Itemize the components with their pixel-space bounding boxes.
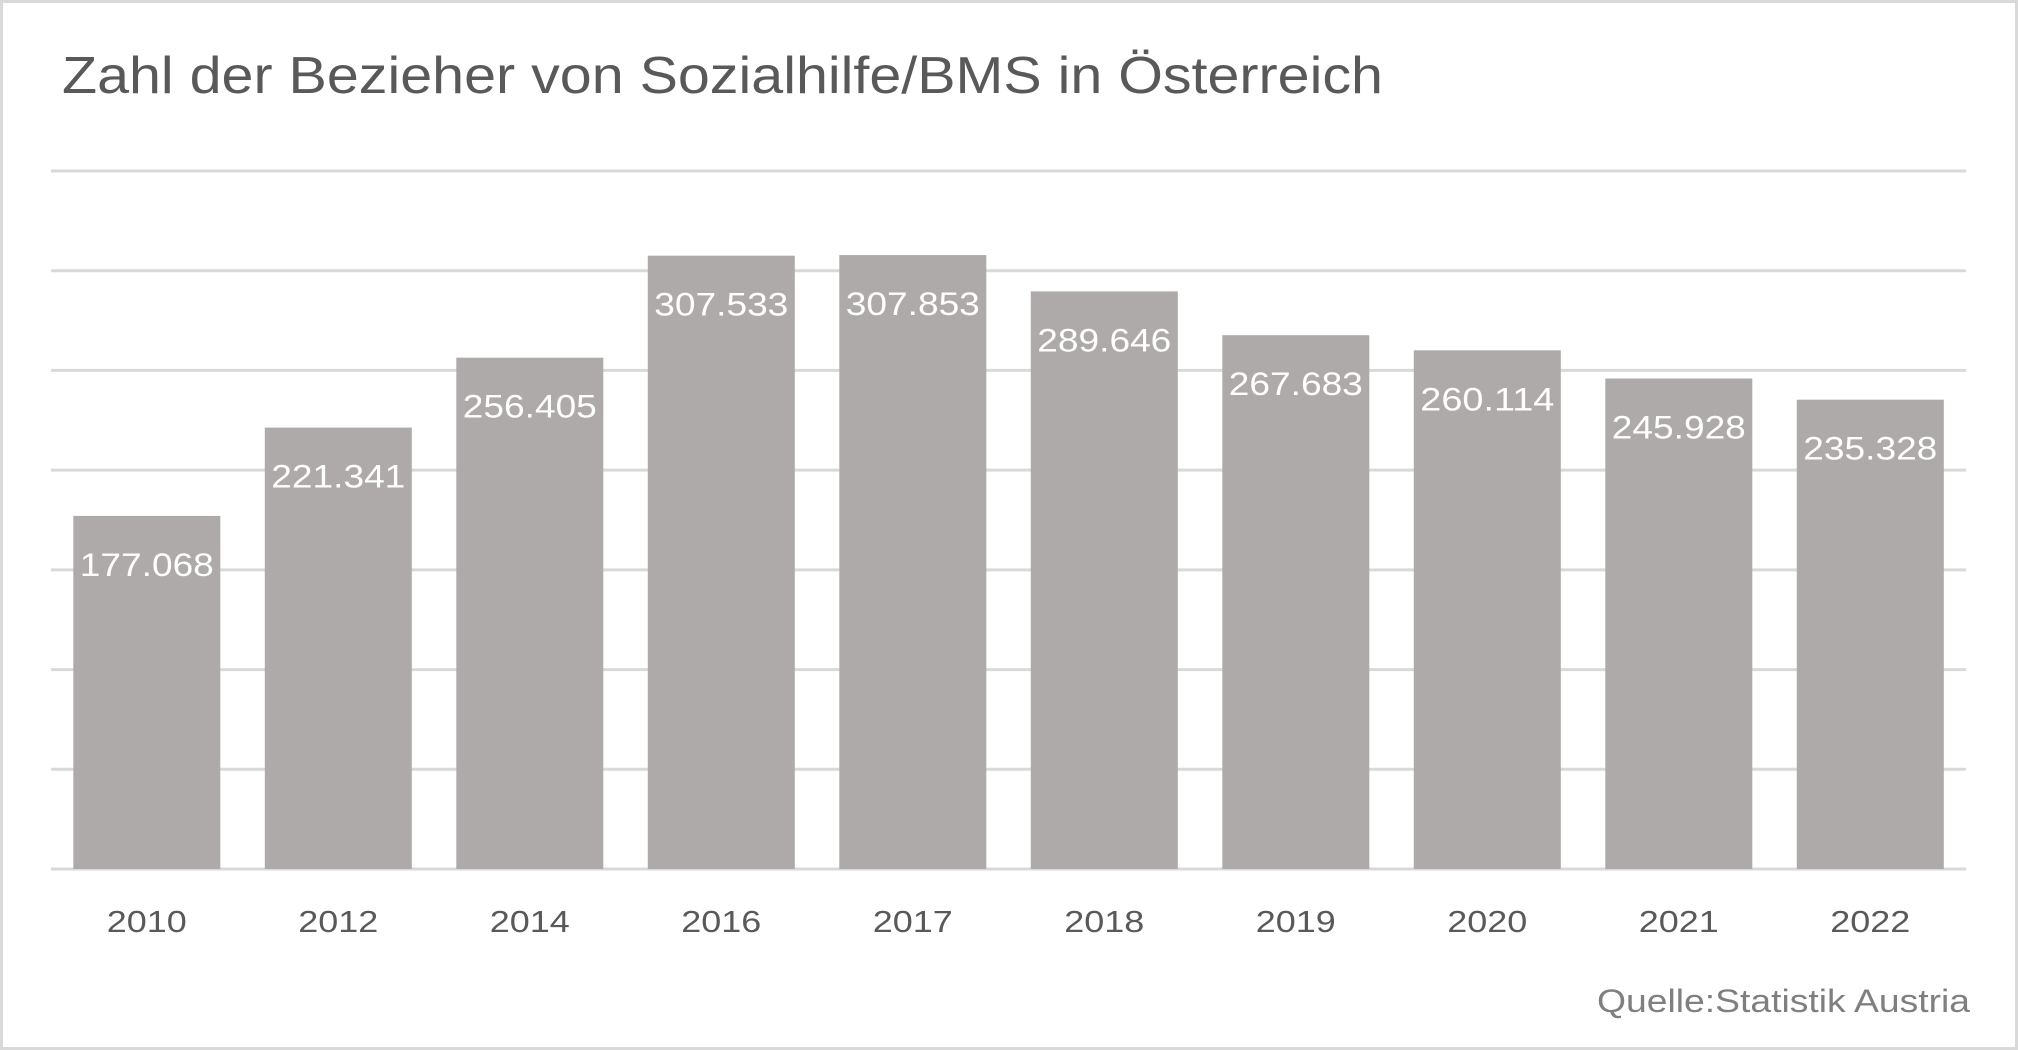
x-tick-label-2022: 2022 [1830,904,1910,939]
data-label-2021: 245.928 [1612,410,1746,446]
x-tick-label-2016: 2016 [681,904,761,939]
data-label-2017: 307.853 [846,286,980,322]
data-label-2020: 260.114 [1420,381,1554,417]
data-label-2022: 235.328 [1803,431,1937,467]
x-tick-label-2020: 2020 [1447,904,1527,939]
bar-2022 [1796,399,1944,869]
data-labels: 177.068 221.341 256.405 307.533 307.853 289.6… [80,286,1938,583]
bar-2020 [1413,350,1561,869]
data-label-2014: 256.405 [463,389,597,425]
bar-2021 [1605,378,1753,869]
data-label-2012: 221.341 [271,459,405,495]
bar-2019 [1222,335,1370,869]
bar-2017 [839,255,987,870]
bar-2012 [264,427,412,869]
data-label-2010: 177.068 [80,547,214,583]
bar-2014 [456,357,604,869]
x-tick-label-2017: 2017 [873,904,953,939]
x-tick-label-2019: 2019 [1256,904,1336,939]
chart-title: Zahl der Bezieher von Sozialhilfe/BMS in… [62,47,1383,105]
data-label-2019: 267.683 [1229,366,1363,402]
x-tick-label-2012: 2012 [298,904,378,939]
bar-2010 [73,515,221,869]
x-axis-tick-labels: 2010 2012 2014 2016 2017 2018 2019 2020 2021 2022 [107,904,1911,939]
x-tick-label-2010: 2010 [107,904,187,939]
x-tick-label-2014: 2014 [490,904,570,939]
data-label-2018: 289.646 [1037,322,1171,358]
x-tick-label-2018: 2018 [1064,904,1144,939]
bars [73,255,1944,870]
bar-2016 [647,255,795,869]
data-label-2016: 307.533 [654,287,788,323]
bar-2018 [1030,291,1178,869]
x-tick-label-2021: 2021 [1639,904,1719,939]
source-note: Quelle:Statistik Austria [1597,983,1970,1019]
